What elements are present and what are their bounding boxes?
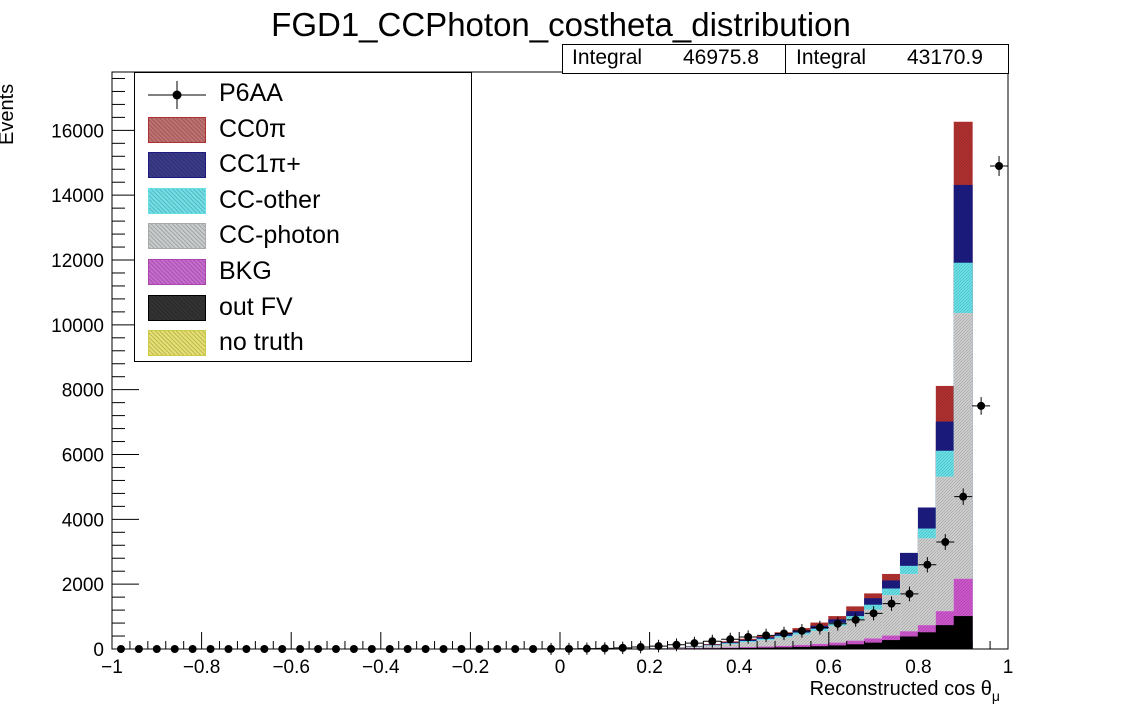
legend-label-1: CC0π xyxy=(219,114,287,143)
x-tick-label-6: 0.2 xyxy=(636,657,662,678)
data-point-32 xyxy=(690,639,699,648)
stats-box-1-value: 46975.8 xyxy=(683,46,759,69)
legend-label-5: BKG xyxy=(219,257,272,285)
chart-title: FGD1_CCPhoton_costheta_distribution xyxy=(271,6,851,43)
bar-out-fv-14-hatch xyxy=(900,637,919,649)
data-point-39 xyxy=(815,623,824,632)
data-point-45 xyxy=(923,560,932,569)
legend-entry-2: CC1π+ xyxy=(135,148,471,184)
legend: P6AA CC0π CC1π+ CC-other CC-photon BKG out FV n… xyxy=(134,72,472,362)
data-point-46 xyxy=(941,538,950,547)
bar-out-fv-7-hatch xyxy=(775,647,793,649)
legend-entry-3: CC-other xyxy=(135,184,471,220)
legend-label-7: no truth xyxy=(219,328,304,357)
data-point-34 xyxy=(726,635,735,644)
y-tick-label-6: 12000 xyxy=(51,251,104,272)
bar-cc-photon-17-hatch xyxy=(954,313,973,649)
stats-box-1: Integral 46975.8 xyxy=(562,44,786,74)
data-point-47 xyxy=(959,492,968,501)
data-point-37 xyxy=(780,629,788,638)
x-tick-label-10: 1 xyxy=(1003,657,1014,678)
legend-marker-icon xyxy=(148,77,206,113)
data-point-40 xyxy=(833,619,842,628)
y-tick-label-3: 6000 xyxy=(62,446,104,467)
y-tick-label-8: 16000 xyxy=(51,121,104,142)
legend-swatch-4 xyxy=(148,223,206,250)
x-tick-label-2: −0.6 xyxy=(272,657,310,678)
bar-cc-photon-16-hatch xyxy=(936,477,955,649)
legend-entry-0: P6AA xyxy=(135,77,471,113)
legend-label-0: P6AA xyxy=(219,79,283,107)
x-tick-label-8: 0.6 xyxy=(816,657,842,678)
legend-label-6: out FV xyxy=(219,292,293,321)
bar-out-fv-13-hatch xyxy=(882,640,901,649)
y-tick-label-2: 4000 xyxy=(62,510,104,531)
bar-out-fv-15-hatch xyxy=(918,632,937,649)
stats-box-1-label: Integral xyxy=(572,46,643,69)
x-tick-label-3: −0.4 xyxy=(362,657,400,678)
bar-out-fv-16-hatch xyxy=(936,625,955,649)
legend-entry-4: CC-photon xyxy=(135,219,471,255)
x-tick-label-0: −1 xyxy=(101,657,123,678)
data-point-31 xyxy=(672,640,681,649)
x-tick-label-5: 0 xyxy=(555,657,566,678)
legend-swatch-7 xyxy=(148,330,206,357)
data-point-44 xyxy=(905,589,914,598)
x-tick-label-1: −0.8 xyxy=(183,657,221,678)
legend-swatch-3 xyxy=(148,187,206,214)
legend-entry-5: BKG xyxy=(135,255,471,291)
legend-swatch-6 xyxy=(148,294,206,321)
y-axis-label: Events xyxy=(0,84,18,145)
data-point-35 xyxy=(744,633,753,642)
y-tick-label-1: 2000 xyxy=(62,575,104,596)
data-point-36 xyxy=(762,631,771,640)
bar-out-fv-11-hatch xyxy=(846,644,865,649)
data-point-38 xyxy=(797,626,806,635)
data-point-30 xyxy=(654,642,663,651)
data-point-41 xyxy=(851,615,860,624)
stats-box-2-label: Integral xyxy=(796,46,867,69)
legend-swatch-2 xyxy=(148,152,206,179)
bar-out-fv-9-hatch xyxy=(810,646,829,649)
bar-out-fv-8-hatch xyxy=(792,647,811,649)
legend-entry-6: out FV xyxy=(135,291,471,327)
data-point-29 xyxy=(636,643,645,652)
y-tick-label-5: 10000 xyxy=(51,316,104,337)
bar-cc-photon-5-hatch xyxy=(739,642,758,649)
y-tick-label-0: 0 xyxy=(93,640,104,661)
legend-entry-7: no truth xyxy=(135,326,471,362)
legend-label-3: CC-other xyxy=(219,185,321,214)
x-axis-label-subscript: μ xyxy=(992,688,1000,704)
data-point-27 xyxy=(600,644,609,653)
bar-cc-photon-14-hatch xyxy=(900,574,919,649)
y-tick-label-4: 8000 xyxy=(62,381,104,402)
data-point-48 xyxy=(977,401,986,410)
x-tick-label-4: −0.2 xyxy=(452,657,490,678)
legend-swatch-5 xyxy=(148,259,206,285)
x-tick-label-9: 0.8 xyxy=(905,657,931,678)
legend-label-4: CC-photon xyxy=(219,221,340,250)
bar-out-fv-17-hatch xyxy=(954,616,973,649)
data-point-49 xyxy=(995,162,1004,171)
legend-entry-1: CC0π xyxy=(135,113,471,149)
data-point-43 xyxy=(887,599,896,608)
bar-out-fv-10-hatch xyxy=(828,645,847,649)
data-point-28 xyxy=(618,643,627,652)
y-tick-label-7: 14000 xyxy=(51,186,104,207)
x-tick-label-7: 0.4 xyxy=(726,657,753,678)
bar-cc-photon-6-hatch xyxy=(757,640,776,649)
bar-out-fv-12-hatch xyxy=(864,643,883,649)
legend-swatch-1 xyxy=(148,116,206,143)
stats-box-2-value: 43170.9 xyxy=(907,46,983,69)
stats-box-2: Integral 43170.9 xyxy=(785,44,1009,74)
bar-cc-photon-7-hatch xyxy=(775,637,793,649)
bar-cc-photon-4-hatch xyxy=(721,644,740,649)
bar-cc-photon-15-hatch xyxy=(918,538,937,649)
x-axis-label: Reconstructed cos θμ xyxy=(810,678,1000,704)
legend-label-2: CC1π+ xyxy=(219,150,301,179)
x-axis-label-main: Reconstructed cos θ xyxy=(810,678,992,700)
data-point-33 xyxy=(708,637,717,646)
data-point-42 xyxy=(869,609,878,618)
